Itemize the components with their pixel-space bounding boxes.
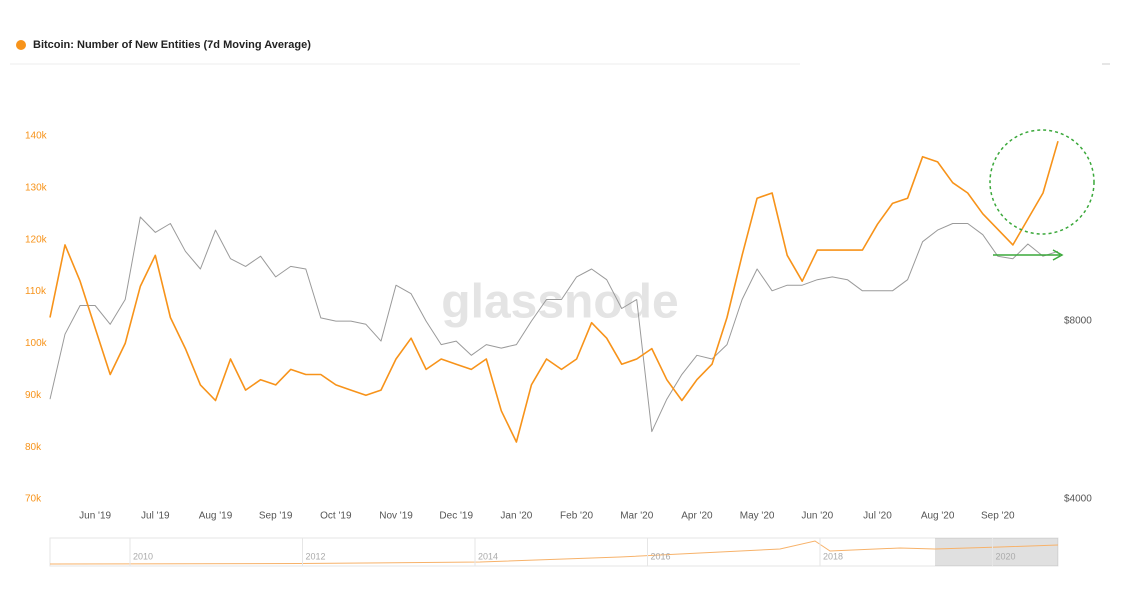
navigator-line	[49, 540, 1059, 565]
title-icon	[16, 40, 26, 50]
x-tick-label: Jun '20	[801, 511, 833, 522]
x-tick-label: Jun '19	[79, 511, 111, 522]
x-tick-label: Mar '20	[620, 511, 653, 522]
y-tick-label: 70k	[25, 494, 42, 505]
chart-title: Bitcoin: Number of New Entities (7d Movi…	[33, 39, 311, 51]
navigator-label: 2020	[996, 551, 1016, 561]
watermark: glassnode	[441, 276, 678, 329]
y-tick-label: 120k	[25, 234, 48, 245]
y-tick-label: 90k	[25, 390, 42, 401]
y-tick-label: 80k	[25, 442, 42, 453]
x-tick-label: Aug '20	[921, 511, 955, 522]
y2-tick-label: $4000	[1064, 494, 1092, 505]
x-tick-label: May '20	[740, 511, 775, 522]
navigator-selection[interactable]	[935, 538, 1058, 566]
x-tick-label: Aug '19	[199, 511, 233, 522]
x-tick-label: Feb '20	[560, 511, 593, 522]
navigator-label: 2016	[651, 551, 671, 561]
navigator-label: 2012	[306, 551, 326, 561]
navigator-label: 2014	[478, 551, 498, 561]
highlight-circle	[989, 129, 1095, 235]
y-tick-label: 110k	[25, 286, 47, 297]
x-tick-label: Dec '19	[439, 511, 473, 522]
y2-tick-label: $8000	[1064, 316, 1092, 327]
x-tick-label: Apr '20	[681, 511, 713, 522]
series-line	[49, 216, 1059, 433]
series-line	[49, 140, 1059, 443]
x-tick-label: Sep '19	[259, 511, 293, 522]
x-tick-label: Jan '20	[500, 511, 532, 522]
x-tick-label: Sep '20	[981, 511, 1015, 522]
y-tick-label: 100k	[25, 338, 48, 349]
y-tick-label: 130k	[25, 182, 48, 193]
navigator[interactable]	[49, 537, 1059, 567]
x-tick-label: Jul '19	[141, 511, 170, 522]
navigator-label: 2018	[823, 551, 843, 561]
x-tick-label: Nov '19	[379, 511, 413, 522]
y-tick-label: 140k	[25, 131, 48, 142]
x-tick-label: Oct '19	[320, 511, 352, 522]
arrow-head	[1052, 249, 1064, 261]
navigator-label: 2010	[133, 551, 153, 561]
x-tick-label: Jul '20	[863, 511, 892, 522]
